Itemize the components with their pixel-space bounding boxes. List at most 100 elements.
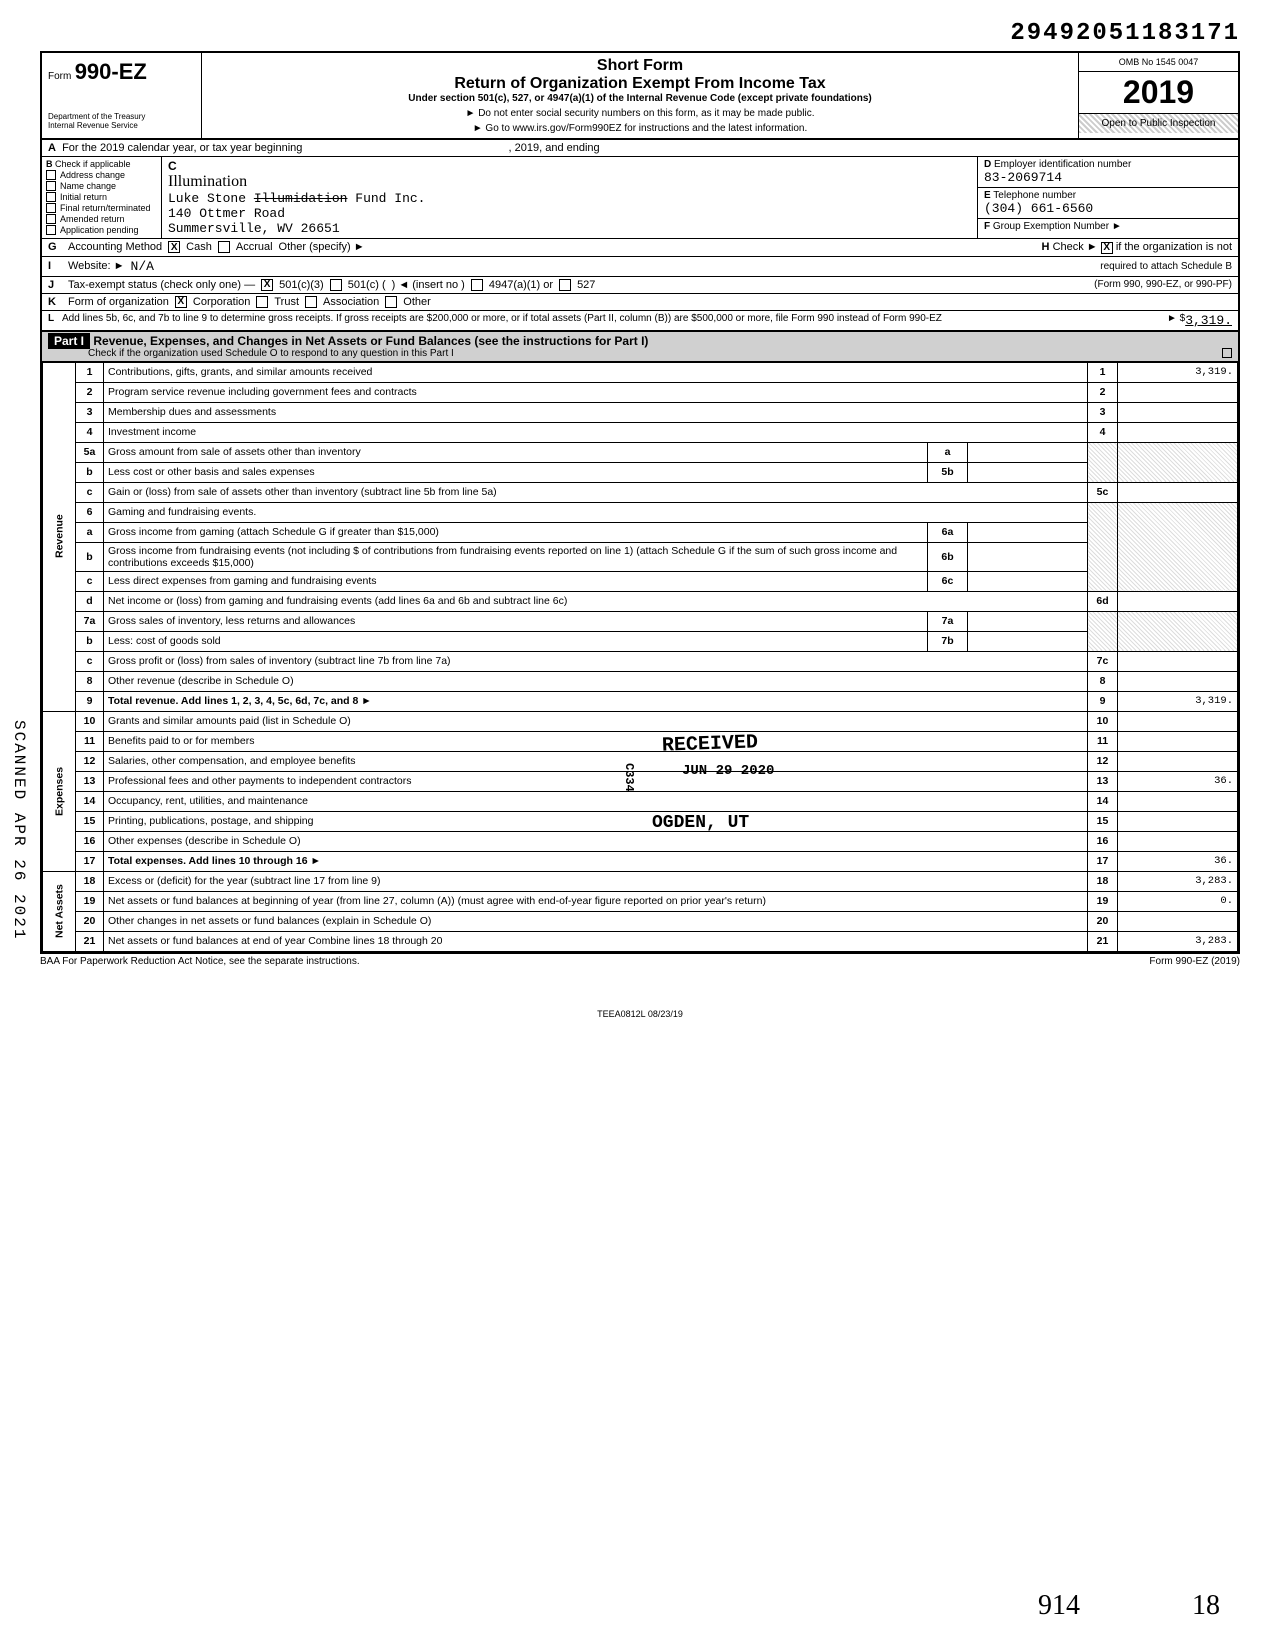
box-f-head: Group Exemption Number ►	[993, 221, 1122, 232]
line-3-amt	[1118, 402, 1238, 422]
line-20-amt	[1118, 911, 1238, 931]
subtitle: Under section 501(c), 527, or 4947(a)(1)…	[210, 93, 1070, 104]
line-14-desc: Occupancy, rent, utilities, and maintena…	[104, 791, 1088, 811]
lbl-501c3: 501(c)(3)	[279, 279, 324, 291]
line-2-amt	[1118, 382, 1238, 402]
line-9-amt: 3,319.	[1118, 691, 1238, 711]
row-g-label: G	[48, 241, 62, 253]
line-6a-num: a	[76, 522, 104, 542]
line-7c-rn: 7c	[1088, 651, 1118, 671]
line-17-desc: Total expenses. Add lines 10 through 16 …	[104, 851, 1088, 871]
side-net-assets: Net Assets	[43, 871, 76, 951]
line-1-amt: 3,319.	[1118, 362, 1238, 382]
line-13-desc: Professional fees and other payments to …	[104, 771, 1088, 791]
line-5a-desc: Gross amount from sale of assets other t…	[104, 442, 928, 462]
form-id-box: Form 990-EZ Department of the Treasury I…	[42, 53, 202, 138]
chk-accrual[interactable]	[218, 241, 230, 253]
chk-h[interactable]: X	[1101, 242, 1113, 254]
right-box: OMB No 1545 0047 2019 Open to Public Ins…	[1078, 53, 1238, 138]
chk-corp[interactable]: X	[175, 296, 187, 308]
lbl-other-org: Other	[403, 296, 431, 308]
line-1-desc: Contributions, gifts, grants, and simila…	[104, 362, 1088, 382]
chk-cash[interactable]: X	[168, 241, 180, 253]
chk-assoc[interactable]	[305, 296, 317, 308]
line-6d-desc: Net income or (loss) from gaming and fun…	[104, 591, 1088, 611]
line-7a-mid: 7a	[928, 611, 968, 631]
line-7c-desc: Gross profit or (loss) from sales of inv…	[104, 651, 1088, 671]
lbl-assoc: Association	[323, 296, 379, 308]
chk-final-return[interactable]	[46, 203, 56, 213]
line-7b-num: b	[76, 631, 104, 651]
line-6a-val	[968, 522, 1088, 542]
line-4-amt	[1118, 422, 1238, 442]
line-13-amt: 36.	[1118, 771, 1238, 791]
line-5b-num: b	[76, 462, 104, 482]
chk-initial-return[interactable]	[46, 192, 56, 202]
chk-other-org[interactable]	[385, 296, 397, 308]
row-j-text: Tax-exempt status (check only one) —	[68, 279, 255, 291]
line-16-num: 16	[76, 831, 104, 851]
chk-4947[interactable]	[471, 279, 483, 291]
box-c: C Illumination Luke Stone Illumidation F…	[162, 157, 978, 238]
side-revenue: Revenue	[43, 362, 76, 711]
line-8-desc: Other revenue (describe in Schedule O)	[104, 671, 1088, 691]
line-11-num: 11	[76, 731, 104, 751]
lbl-accrual: Accrual	[236, 241, 273, 253]
form-number: 990-EZ	[75, 59, 147, 84]
line-12-rn: 12	[1088, 751, 1118, 771]
line-21-desc: Net assets or fund balances at end of ye…	[104, 931, 1088, 951]
chk-trust[interactable]	[256, 296, 268, 308]
line-5c-rn: 5c	[1088, 482, 1118, 502]
chk-name-change[interactable]	[46, 181, 56, 191]
document-id-number: 29492051183171	[40, 20, 1240, 47]
line-21-num: 21	[76, 931, 104, 951]
chk-address-change[interactable]	[46, 170, 56, 180]
chk-schedule-o[interactable]	[1222, 348, 1232, 358]
row-j: J Tax-exempt status (check only one) — X…	[42, 277, 1238, 294]
chk-501c3[interactable]: X	[261, 279, 273, 291]
lbl-527: 527	[577, 279, 595, 291]
form-header: Form 990-EZ Department of the Treasury I…	[42, 53, 1238, 140]
line-19-desc: Net assets or fund balances at beginning…	[104, 891, 1088, 911]
lbl-4947: 4947(a)(1) or	[489, 279, 553, 291]
line-11-amt	[1118, 731, 1238, 751]
line-20-rn: 20	[1088, 911, 1118, 931]
lbl-cash: Cash	[186, 241, 212, 253]
form-990ez: Form 990-EZ Department of the Treasury I…	[40, 51, 1240, 954]
chk-501c[interactable]	[330, 279, 342, 291]
row-g-text: Accounting Method	[68, 241, 162, 253]
omb-number: OMB No 1545 0047	[1079, 53, 1238, 72]
row-k-label: K	[48, 296, 62, 308]
line-17-num: 17	[76, 851, 104, 871]
line-6d-rn: 6d	[1088, 591, 1118, 611]
website-value: N/A	[131, 259, 154, 274]
org-address-1: 140 Ottmer Road	[168, 206, 971, 221]
row-h-text1: Check ►	[1053, 241, 1098, 253]
line-6c-desc: Less direct expenses from gaming and fun…	[104, 571, 928, 591]
shade-7	[1088, 611, 1118, 651]
footer-code: TEEA0812L 08/23/19	[40, 1009, 1240, 1019]
instruction-url: ► Go to www.irs.gov/Form990EZ for instru…	[210, 123, 1070, 134]
line-1-rn: 1	[1088, 362, 1118, 382]
chk-527[interactable]	[559, 279, 571, 291]
line-3-desc: Membership dues and assessments	[104, 402, 1088, 422]
line-18-desc: Excess or (deficit) for the year (subtra…	[104, 871, 1088, 891]
chk-amended-return[interactable]	[46, 214, 56, 224]
row-l: L Add lines 5b, 6c, and 7b to line 9 to …	[42, 311, 1238, 332]
line-6c-val	[968, 571, 1088, 591]
row-h-text4: (Form 990, 990-EZ, or 990-PF)	[1094, 279, 1232, 290]
row-k-text: Form of organization	[68, 296, 169, 308]
line-6a-desc: Gross income from gaming (attach Schedul…	[104, 522, 928, 542]
line-19-amt: 0.	[1118, 891, 1238, 911]
line-12-num: 12	[76, 751, 104, 771]
row-l-amount: 3,319.	[1185, 313, 1232, 328]
part-1-table: Revenue 1 Contributions, gifts, grants, …	[42, 362, 1238, 952]
shade-7-amt	[1118, 611, 1238, 651]
shade-5-amt	[1118, 442, 1238, 482]
chk-application-pending[interactable]	[46, 225, 56, 235]
line-7b-mid: 7b	[928, 631, 968, 651]
row-h-text2: if the organization is not	[1116, 241, 1232, 253]
line-7b-val	[968, 631, 1088, 651]
line-14-num: 14	[76, 791, 104, 811]
line-6b-num: b	[76, 542, 104, 571]
